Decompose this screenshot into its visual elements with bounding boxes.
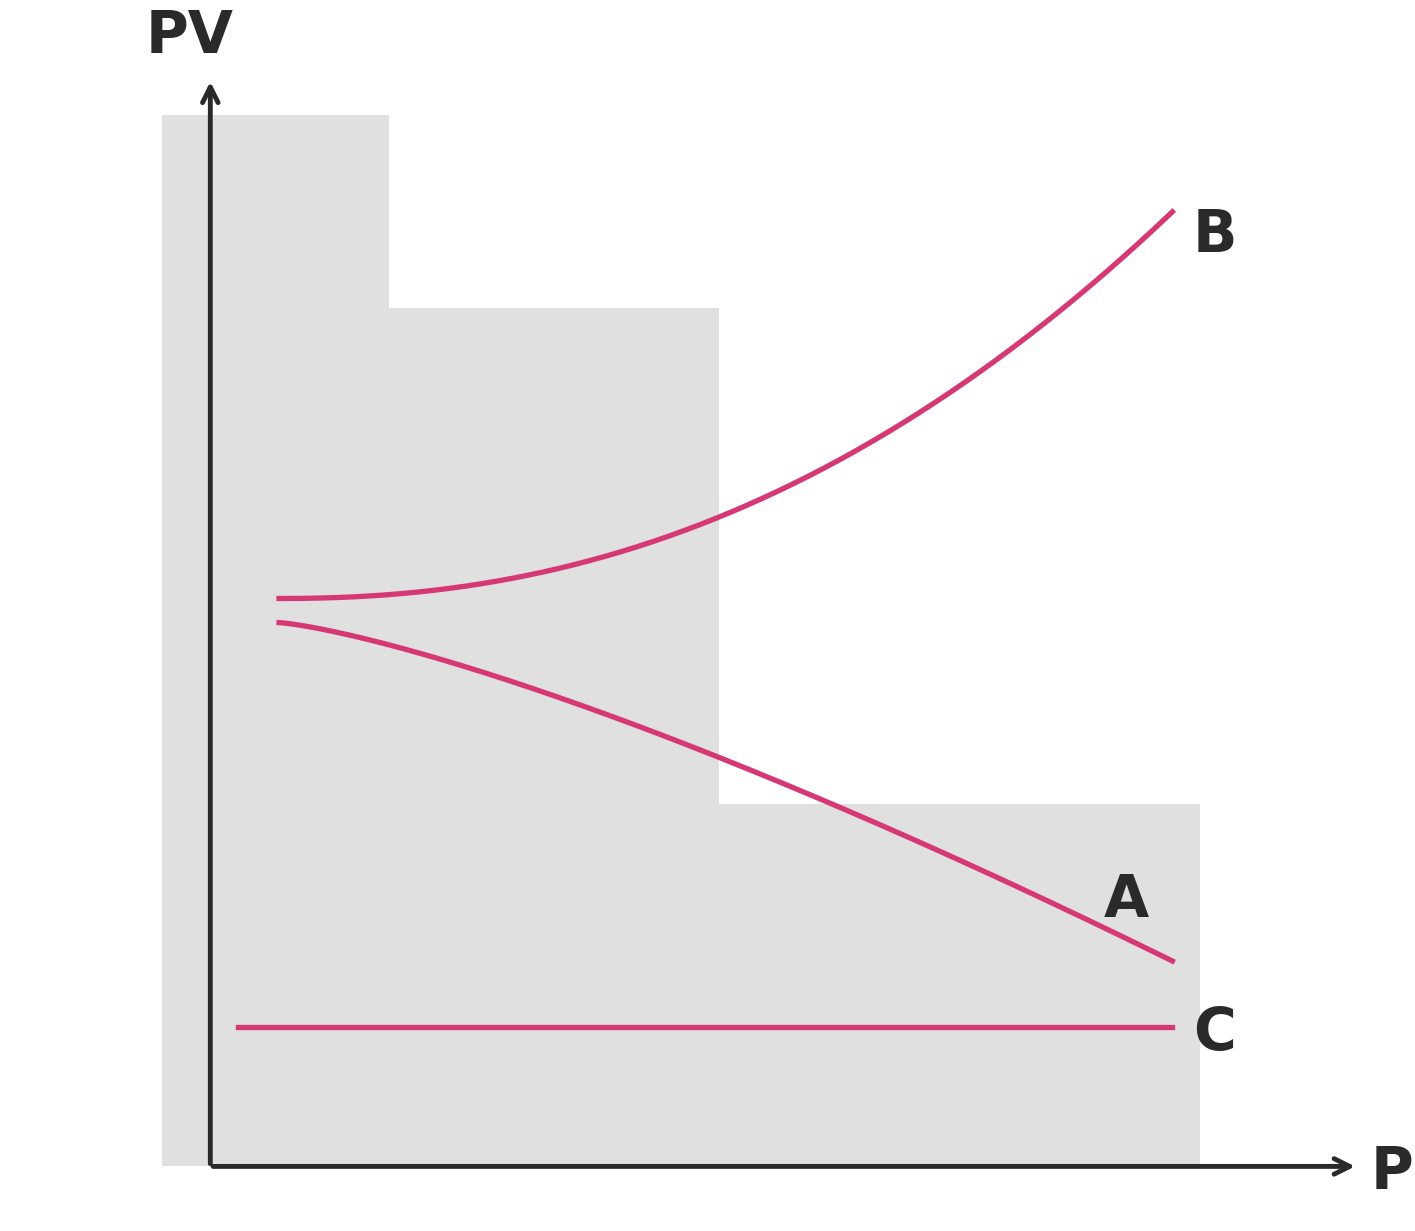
Text: B: B — [1193, 208, 1238, 265]
Text: P: P — [1371, 1144, 1414, 1201]
Bar — [389, 176, 1200, 804]
Bar — [163, 116, 389, 1167]
Text: C: C — [1193, 1004, 1235, 1062]
Text: A: A — [1104, 872, 1149, 929]
Bar — [719, 563, 1200, 804]
Bar — [389, 176, 719, 309]
Bar — [163, 683, 1200, 1167]
Bar — [719, 176, 1200, 563]
Text: PV: PV — [146, 9, 233, 65]
